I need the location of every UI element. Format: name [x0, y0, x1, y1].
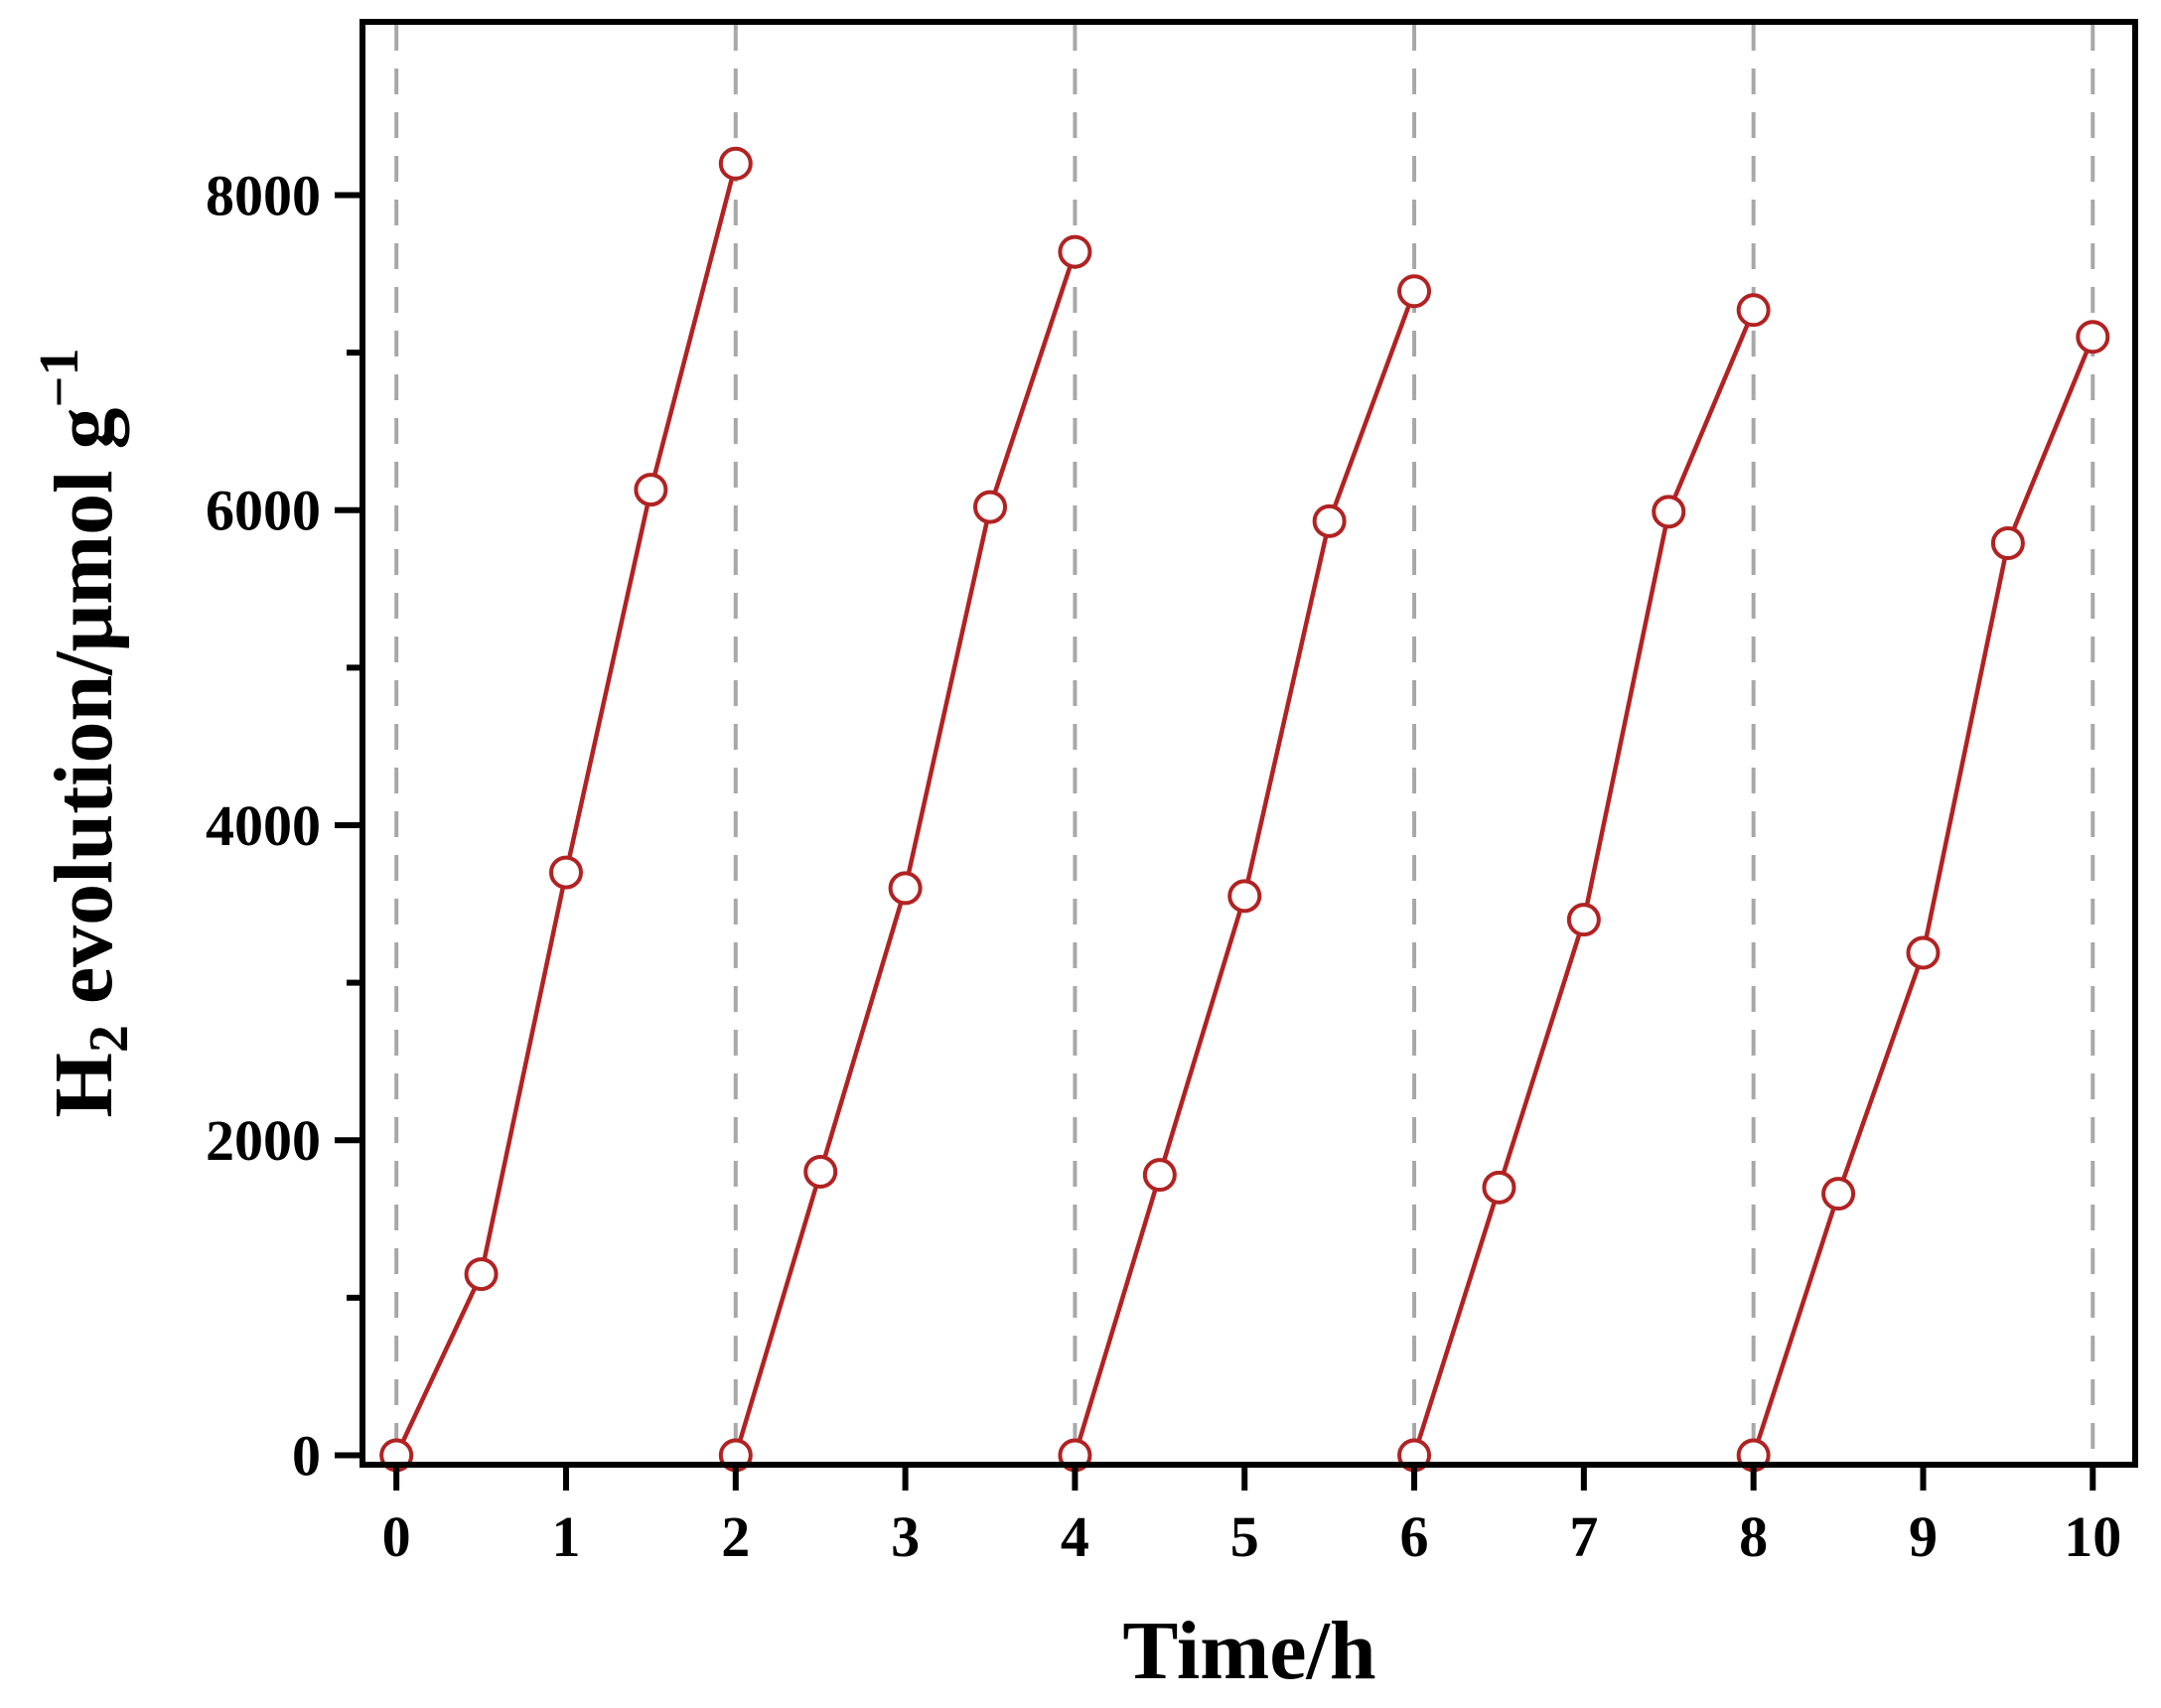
y-tick-label-6000: 6000 [206, 479, 321, 543]
x-tick-label-7: 7 [1569, 1504, 1598, 1569]
series-line-cycle-1 [394, 163, 738, 1457]
data-point-cycle-4-2 [1566, 903, 1601, 937]
data-point-cycle-1-3 [634, 473, 668, 507]
x-tick-label-4: 4 [1061, 1504, 1089, 1569]
x-tick-label-5: 5 [1230, 1504, 1259, 1569]
data-point-cycle-1-2 [548, 855, 583, 890]
data-point-cycle-3-2 [1227, 879, 1262, 914]
data-point-cycle-5-4 [2076, 320, 2110, 355]
data-point-cycle-5-1 [1821, 1177, 1856, 1211]
data-point-cycle-5-2 [1906, 935, 1941, 970]
data-point-cycle-2-4 [1058, 234, 1092, 269]
cycle-divider-lines [394, 25, 2095, 1462]
data-point-cycle-4-3 [1652, 495, 1686, 529]
data-point-cycle-3-3 [1312, 503, 1347, 538]
series-line-cycle-2 [733, 250, 1078, 1457]
data-point-cycle-2-1 [803, 1154, 838, 1189]
x-axis-title: Time/h [1122, 1605, 1375, 1697]
x-tick-label-6: 6 [1400, 1504, 1429, 1569]
y-tick-label-8000: 8000 [206, 163, 321, 227]
series-line-cycle-4 [1411, 309, 1756, 1457]
x-tick-label-0: 0 [382, 1504, 411, 1569]
x-tick-label-1: 1 [551, 1504, 580, 1569]
y-axis-tick-labels: 0 2000 4000 6000 8000 [206, 163, 321, 1488]
data-point-cycle-1-1 [464, 1257, 499, 1292]
y-axis-title-superscript: −1 [29, 349, 90, 408]
data-point-cycle-5-3 [1990, 526, 2025, 561]
x-axis-tick-labels: 0 1 2 3 4 5 6 7 8 9 10 [382, 1504, 2122, 1569]
data-point-cycle-1-4 [718, 146, 753, 181]
x-tick-label-3: 3 [891, 1504, 920, 1569]
x-tick-label-10: 10 [2064, 1504, 2121, 1569]
data-point-cycle-3-1 [1142, 1158, 1177, 1193]
series-line-cycle-3 [1073, 290, 1417, 1457]
data-point-cycle-4-1 [1482, 1170, 1516, 1205]
y-axis-title-prefix: H [38, 1053, 130, 1117]
data-point-cycle-2-2 [888, 871, 923, 906]
series-line-cycle-5 [1751, 336, 2095, 1457]
data-point-cycle-2-3 [973, 490, 1008, 524]
x-tick-label-2: 2 [721, 1504, 750, 1569]
data-point-cycle-4-4 [1736, 293, 1771, 328]
y-tick-label-0: 0 [292, 1423, 321, 1488]
series-layer [379, 146, 2110, 1473]
y-tick-label-2000: 2000 [206, 1108, 321, 1173]
y-axis-title-subscript: 2 [78, 1025, 140, 1053]
y-axis-ticks [335, 192, 362, 1459]
x-tick-label-8: 8 [1739, 1504, 1768, 1569]
x-axis-ticks [393, 1465, 2096, 1491]
y-tick-label-4000: 4000 [206, 793, 321, 858]
plot-frame [360, 19, 2138, 1468]
data-point-cycle-3-4 [1397, 274, 1432, 309]
x-tick-label-9: 9 [1909, 1504, 1938, 1569]
y-axis-title: H2 evolution/μmol g−1 [29, 349, 140, 1118]
y-axis-title-main: evolution/μmol g [38, 407, 130, 1025]
